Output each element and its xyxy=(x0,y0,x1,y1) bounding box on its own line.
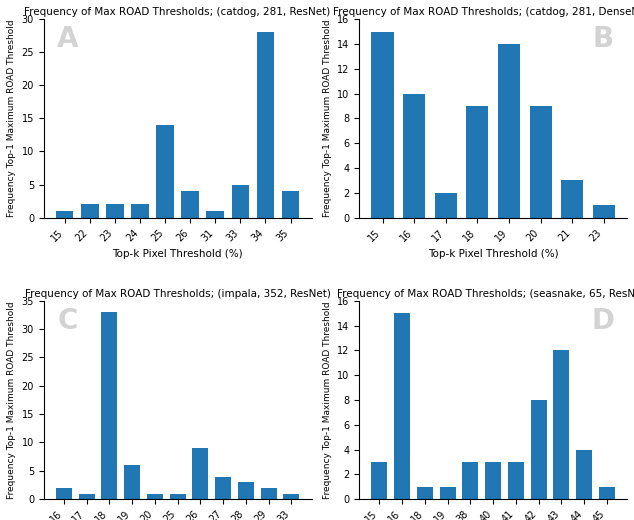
Text: C: C xyxy=(58,307,78,334)
Bar xyxy=(435,193,457,217)
Bar xyxy=(79,493,94,499)
Text: A: A xyxy=(57,25,79,53)
Bar xyxy=(440,487,456,499)
Bar xyxy=(281,191,299,217)
Bar xyxy=(553,350,569,499)
Bar xyxy=(101,312,117,499)
Bar xyxy=(238,482,254,499)
Bar xyxy=(81,204,98,217)
Bar xyxy=(207,211,224,217)
X-axis label: Top-k Pixel Threshold (%): Top-k Pixel Threshold (%) xyxy=(428,249,559,259)
Y-axis label: Frequency Top-1 Maximum ROAD Threshold: Frequency Top-1 Maximum ROAD Threshold xyxy=(7,301,16,499)
Bar xyxy=(283,493,299,499)
Bar xyxy=(56,211,74,217)
Bar xyxy=(561,180,583,217)
Bar xyxy=(372,462,387,499)
Bar xyxy=(403,94,425,217)
Bar xyxy=(231,185,249,217)
Title: Frequency of Max ROAD Thresholds; (impala, 352, ResNet): Frequency of Max ROAD Thresholds; (impal… xyxy=(25,289,330,298)
Bar xyxy=(372,32,394,217)
Bar xyxy=(170,493,186,499)
Bar xyxy=(466,106,488,217)
Bar xyxy=(261,488,276,499)
Y-axis label: Frequency Top-1 Maximum ROAD Threshold: Frequency Top-1 Maximum ROAD Threshold xyxy=(323,301,332,499)
Title: Frequency of Max ROAD Thresholds; (catdog, 281, DenseNet): Frequency of Max ROAD Thresholds; (catdo… xyxy=(333,7,634,17)
Bar xyxy=(215,476,231,499)
Bar xyxy=(531,400,547,499)
Bar xyxy=(593,205,615,217)
Bar xyxy=(576,450,592,499)
Bar xyxy=(181,191,199,217)
Bar xyxy=(257,32,275,217)
Bar xyxy=(157,125,174,217)
Text: B: B xyxy=(592,25,614,53)
Bar xyxy=(417,487,433,499)
Bar xyxy=(192,448,209,499)
Bar xyxy=(529,106,552,217)
Title: Frequency of Max ROAD Thresholds; (catdog, 281, ResNet): Frequency of Max ROAD Thresholds; (catdo… xyxy=(25,7,331,17)
Bar xyxy=(56,488,72,499)
Bar xyxy=(462,462,479,499)
Bar xyxy=(106,204,124,217)
Title: Frequency of Max ROAD Thresholds; (seasnake, 65, ResNet): Frequency of Max ROAD Thresholds; (seasn… xyxy=(337,289,634,298)
Text: D: D xyxy=(592,307,614,334)
Bar xyxy=(131,204,149,217)
Bar xyxy=(599,487,615,499)
Bar xyxy=(147,493,163,499)
Bar xyxy=(394,313,410,499)
X-axis label: Top-k Pixel Threshold (%): Top-k Pixel Threshold (%) xyxy=(112,249,243,259)
Y-axis label: Frequency Top-1 Maximum ROAD Threshold: Frequency Top-1 Maximum ROAD Threshold xyxy=(323,20,332,217)
Y-axis label: Frequency Top-1 Maximum ROAD Threshold: Frequency Top-1 Maximum ROAD Threshold xyxy=(7,20,16,217)
Bar xyxy=(124,465,140,499)
Bar xyxy=(498,44,520,217)
Bar xyxy=(485,462,501,499)
Bar xyxy=(508,462,524,499)
